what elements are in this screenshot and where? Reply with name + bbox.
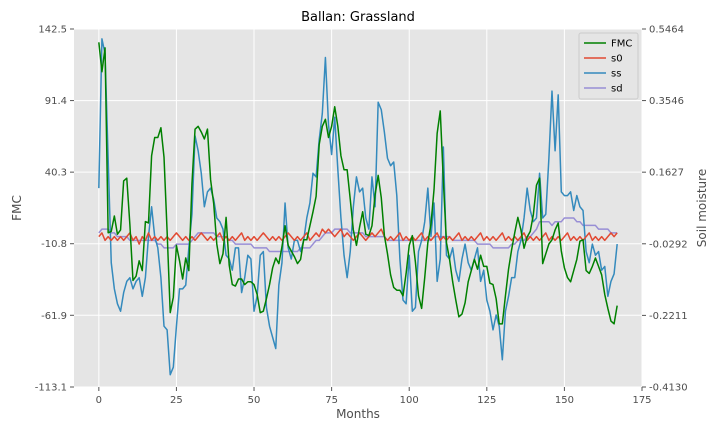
y-tick-label: -113.1: [35, 383, 67, 394]
series-line-fmc: [98, 42, 618, 325]
series-layer: [98, 38, 618, 376]
y-tick-label: 40.3: [45, 168, 67, 179]
y2-axis-label: Soil moisture: [695, 169, 709, 247]
x-tick-label: 75: [325, 395, 338, 406]
x-axis-label: Months: [336, 407, 380, 421]
plot-background: [74, 29, 642, 387]
y-tick-label: -10.8: [41, 239, 67, 250]
x-tick-label: 125: [477, 395, 496, 406]
chart-title: Ballan: Grassland: [301, 10, 415, 25]
x-tick-label: 50: [248, 395, 261, 406]
y2-tick-label: -0.0292: [649, 239, 688, 250]
y2-tick-label: 0.5464: [649, 25, 684, 36]
y2-tick-label: -0.4130: [649, 383, 688, 394]
y-tick-label: 91.4: [45, 96, 67, 107]
series-line-ss: [98, 38, 618, 376]
grid-lines: [74, 28, 643, 388]
legend-label: sd: [611, 84, 623, 95]
legend-label: ss: [611, 69, 621, 80]
y-tick-label: -61.9: [41, 311, 67, 322]
x-tick-label: 150: [555, 395, 574, 406]
x-tick-label: 25: [170, 395, 183, 406]
y2-tick-label: 0.3546: [649, 96, 684, 107]
legend-label: s0: [611, 54, 623, 65]
x-tick-label: 100: [400, 395, 419, 406]
y2-tick-label: 0.1627: [649, 168, 684, 179]
axes-layer: 0 25 50 75 100 125 150 175 142.5 91.4 40.3 -10.8 -61…: [35, 25, 688, 407]
y-axis-label: FMC: [10, 195, 24, 221]
x-tick-label: 0: [96, 395, 102, 406]
legend-label: FMC: [611, 39, 632, 50]
x-tick-label: 175: [632, 395, 651, 406]
legend: FMC s0 ss sd: [578, 32, 639, 100]
legend-box: [578, 32, 639, 100]
y-tick-label: 142.5: [38, 25, 67, 36]
y2-tick-label: -0.2211: [649, 311, 688, 322]
